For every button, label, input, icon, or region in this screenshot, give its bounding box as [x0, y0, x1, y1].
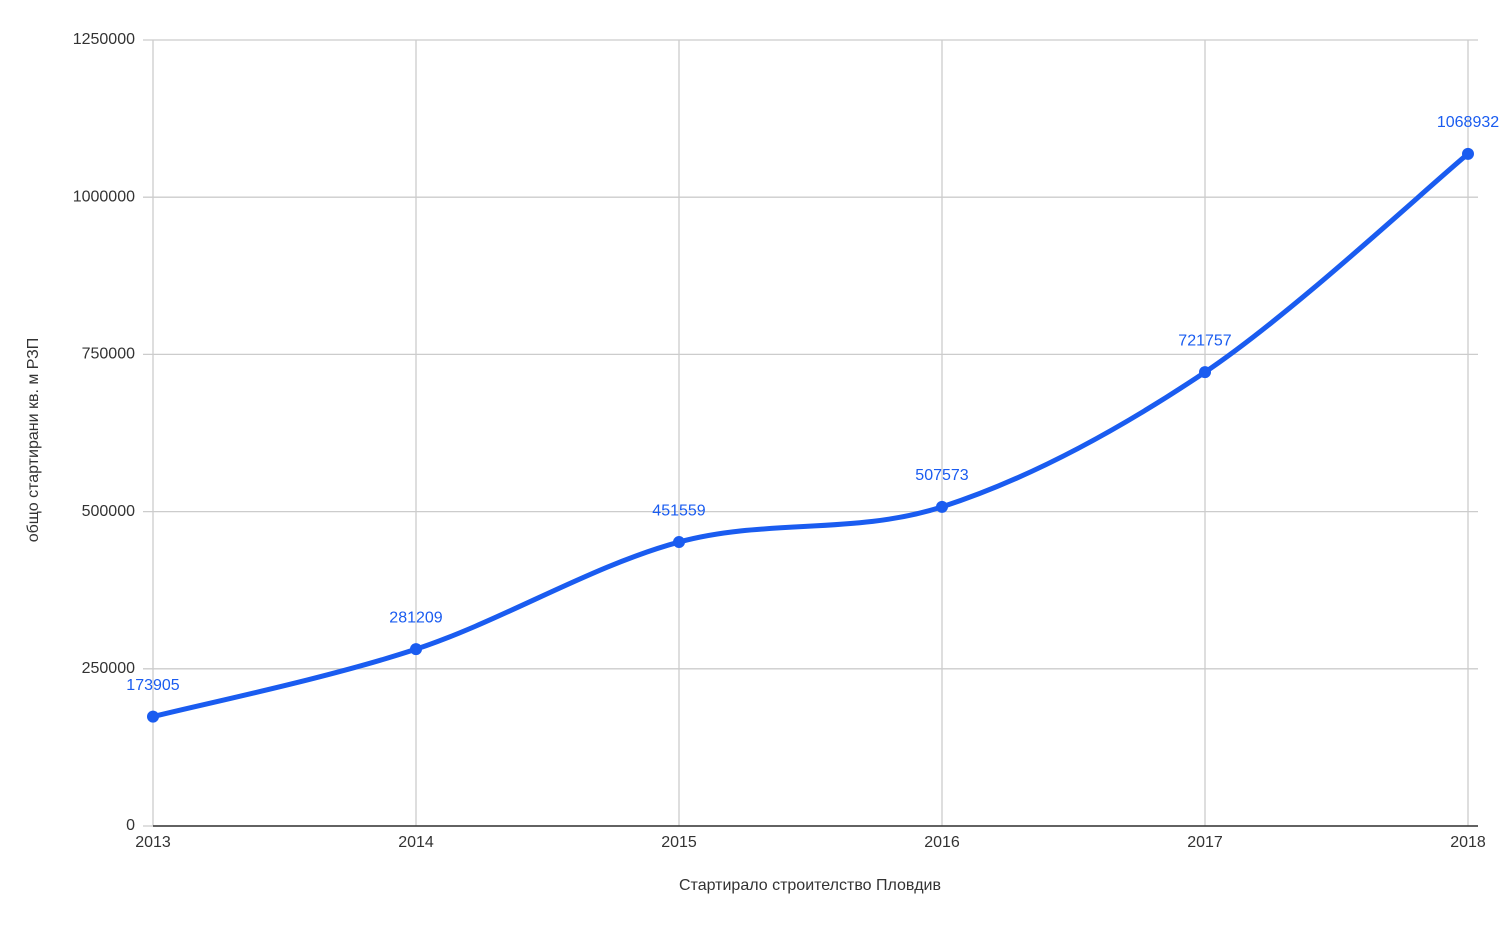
line [152, 151, 1470, 720]
y-tick-label: 0 [126, 817, 135, 834]
data-label: 173905 [126, 677, 179, 694]
y-tick-label: 1000000 [73, 188, 135, 205]
y-tick-label: 750000 [82, 346, 135, 363]
y-tick-label: 500000 [82, 503, 135, 520]
point [1199, 366, 1211, 379]
x-tick-label: 2018 [1450, 834, 1486, 851]
data-label: 507573 [915, 467, 968, 484]
point [1462, 147, 1474, 160]
x-tick-label: 2013 [135, 834, 171, 851]
data-label: 721757 [1178, 332, 1231, 349]
point [147, 710, 159, 723]
x-tick-label: 2014 [398, 834, 434, 851]
x-tick-label: 2016 [924, 834, 960, 851]
x-tick-label: 2017 [1187, 834, 1223, 851]
x-tick-label: 2015 [661, 834, 697, 851]
y-tick-label: 1250000 [73, 31, 135, 48]
point [936, 500, 948, 513]
point [673, 536, 685, 549]
data-label: 281209 [389, 609, 442, 626]
x-axis-title: Стартирало строителство Пловдив [679, 877, 941, 894]
data-label: 451559 [652, 502, 705, 519]
data-label: 1068932 [1437, 114, 1499, 131]
y-tick-label: 250000 [82, 660, 135, 677]
y-axis-title: общо стартирани кв. м РЗП [25, 338, 42, 543]
point [410, 643, 422, 656]
